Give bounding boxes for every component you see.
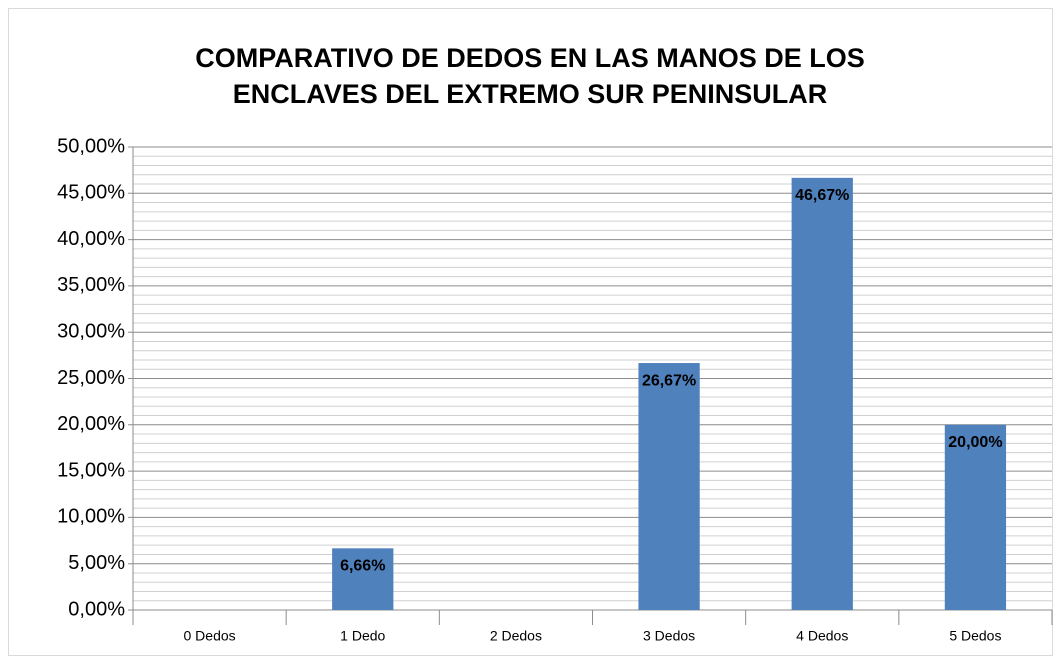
bar: [791, 177, 853, 610]
data-label: 26,67%: [642, 372, 696, 389]
data-label: 20,00%: [948, 434, 1002, 451]
y-tick-label: 30,00%: [57, 320, 125, 342]
chart-title: ENCLAVES DEL EXTREMO SUR PENINSULAR: [233, 79, 828, 109]
y-tick-label: 10,00%: [57, 506, 125, 528]
bar: [638, 363, 700, 610]
y-tick-label: 50,00%: [57, 135, 125, 157]
chart-title: COMPARATIVO DE DEDOS EN LAS MANOS DE LOS: [195, 43, 865, 73]
y-tick-label: 0,00%: [68, 598, 125, 620]
y-tick-label: 35,00%: [57, 274, 125, 296]
bar: [944, 424, 1007, 610]
x-tick-label: 5 Dedos: [949, 628, 1001, 644]
y-tick-label: 25,00%: [57, 367, 125, 389]
bar: [332, 548, 394, 610]
y-tick-label: 40,00%: [57, 228, 125, 250]
y-tick-label: 20,00%: [57, 413, 125, 435]
x-tick-label: 4 Dedos: [796, 628, 848, 644]
x-tick-label: 1 Dedo: [340, 628, 385, 644]
x-tick-label: 2 Dedos: [490, 628, 542, 644]
y-tick-label: 15,00%: [57, 459, 125, 481]
x-tick-label: 0 Dedos: [184, 628, 236, 644]
y-tick-label: 5,00%: [68, 552, 125, 574]
data-label: 6,66%: [340, 558, 385, 575]
y-tick-label: 45,00%: [57, 182, 125, 204]
x-tick-label: 3 Dedos: [643, 628, 695, 644]
data-label: 46,67%: [795, 187, 849, 204]
